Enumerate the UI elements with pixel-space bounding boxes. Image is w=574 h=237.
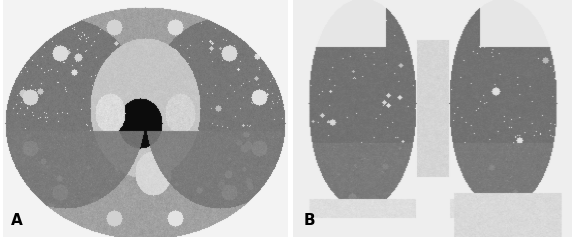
Text: A: A (11, 213, 23, 228)
Text: B: B (304, 213, 316, 228)
